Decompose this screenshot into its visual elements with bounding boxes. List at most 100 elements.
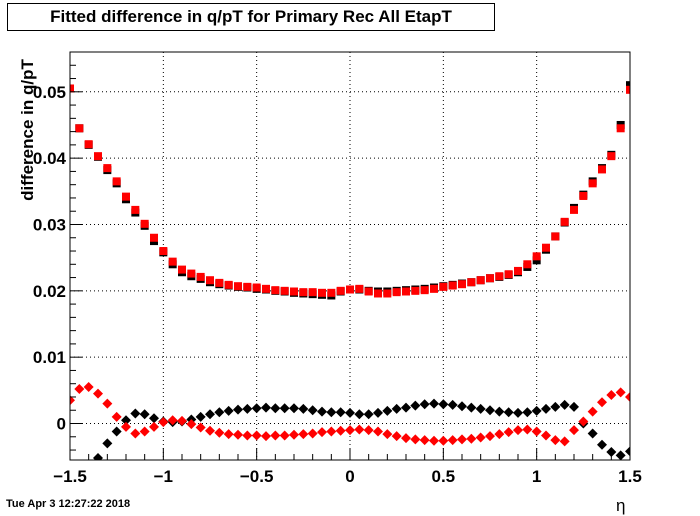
data-point-series-3 <box>205 425 215 436</box>
data-point-series-3 <box>410 434 421 445</box>
data-point-series-1 <box>532 252 541 261</box>
data-point-series-2 <box>457 401 467 412</box>
data-point-series-1 <box>523 260 532 269</box>
data-point-series-1 <box>495 272 504 281</box>
data-point-series-1 <box>140 219 149 228</box>
data-point-series-3 <box>475 432 486 443</box>
data-point-series-3 <box>111 411 122 422</box>
data-point-series-1 <box>560 217 569 226</box>
data-point-series-1 <box>504 270 513 279</box>
data-point-series-1 <box>374 289 382 298</box>
data-point-series-2 <box>494 406 505 417</box>
data-point-series-2 <box>410 400 421 411</box>
data-point-series-3 <box>485 431 495 442</box>
x-tick-label: −1 <box>154 467 173 486</box>
data-point-series-1 <box>318 288 326 297</box>
data-point-series-2 <box>149 413 159 424</box>
data-point-series-3 <box>121 421 131 432</box>
data-point-series-3 <box>438 435 449 446</box>
data-point-series-1 <box>383 289 392 298</box>
data-point-series-1 <box>215 278 224 287</box>
x-tick-label: −1.5 <box>53 467 87 486</box>
data-point-series-2 <box>382 405 393 416</box>
data-point-series-2 <box>550 401 561 412</box>
data-point-series-1 <box>439 282 448 291</box>
data-point-series-2 <box>569 401 579 412</box>
data-point-series-2 <box>485 405 495 416</box>
x-tick-label: 0.5 <box>432 467 456 486</box>
data-point-series-1 <box>168 257 177 266</box>
data-point-series-2 <box>391 403 402 414</box>
data-point-series-3 <box>419 435 430 446</box>
data-point-series-3 <box>74 384 85 395</box>
chart-title: Fitted difference in q/pT for Primary Re… <box>7 3 495 31</box>
data-point-series-2 <box>93 453 103 460</box>
data-point-series-0 <box>626 81 630 90</box>
data-point-series-3 <box>363 425 374 436</box>
y-tick-label: 0.05 <box>33 83 66 102</box>
data-point-series-1 <box>299 288 308 297</box>
data-point-series-1 <box>392 288 401 297</box>
data-point-series-1 <box>103 164 112 173</box>
data-point-series-3 <box>214 427 225 438</box>
data-point-series-2 <box>223 405 234 416</box>
data-point-series-3 <box>242 430 253 441</box>
data-point-series-2 <box>447 399 458 410</box>
data-point-series-1 <box>514 266 522 275</box>
data-point-series-2 <box>531 405 542 416</box>
data-point-series-3 <box>139 426 150 437</box>
data-point-series-3 <box>429 435 439 446</box>
data-point-series-2 <box>438 399 449 410</box>
data-point-series-2 <box>307 405 318 416</box>
data-point-series-1 <box>308 288 317 297</box>
data-point-series-2 <box>261 402 271 413</box>
data-point-series-2 <box>475 403 486 414</box>
data-point-series-1 <box>290 287 298 296</box>
data-point-series-2 <box>363 409 374 420</box>
data-point-series-1 <box>579 191 588 200</box>
data-point-series-3 <box>513 425 523 436</box>
data-point-series-2 <box>587 428 598 439</box>
data-point-series-3 <box>83 382 94 393</box>
data-point-series-1 <box>551 232 560 241</box>
data-point-series-3 <box>401 433 411 444</box>
data-point-series-3 <box>373 426 383 437</box>
data-point-series-2 <box>606 447 617 458</box>
data-point-series-3 <box>522 424 533 435</box>
data-point-series-2 <box>429 398 439 409</box>
data-point-series-2 <box>214 407 225 418</box>
data-point-series-3 <box>270 430 281 441</box>
data-point-series-3 <box>625 391 630 402</box>
data-point-series-3 <box>307 428 318 439</box>
data-point-series-1 <box>252 283 261 292</box>
y-tick-label: 0.04 <box>33 149 67 168</box>
data-point-series-1 <box>430 284 438 293</box>
data-point-series-2 <box>326 407 337 418</box>
data-point-series-2 <box>354 409 365 420</box>
data-point-series-1 <box>234 282 242 291</box>
data-point-series-3 <box>494 429 505 440</box>
data-point-series-3 <box>102 398 113 409</box>
data-point-series-2 <box>597 439 607 450</box>
data-point-series-1 <box>243 282 252 291</box>
data-point-series-1 <box>327 288 336 297</box>
data-point-series-1 <box>616 124 625 133</box>
data-point-series-2 <box>541 403 551 414</box>
data-point-series-1 <box>588 179 597 188</box>
data-point-series-3 <box>503 427 514 438</box>
data-point-series-3 <box>597 397 607 408</box>
data-point-series-2 <box>130 408 141 419</box>
data-point-series-1 <box>178 265 186 274</box>
data-point-series-3 <box>531 426 542 437</box>
data-point-series-3 <box>345 425 355 436</box>
data-point-series-2 <box>270 403 281 414</box>
data-point-series-3 <box>289 429 299 440</box>
data-point-series-3 <box>466 433 477 444</box>
data-point-series-1 <box>542 243 550 252</box>
data-point-series-2 <box>121 415 131 426</box>
data-point-series-2 <box>503 407 514 418</box>
data-point-series-3 <box>223 429 234 440</box>
data-point-series-2 <box>419 399 430 410</box>
data-point-series-3 <box>391 431 402 442</box>
x-tick-label: 0 <box>345 467 354 486</box>
